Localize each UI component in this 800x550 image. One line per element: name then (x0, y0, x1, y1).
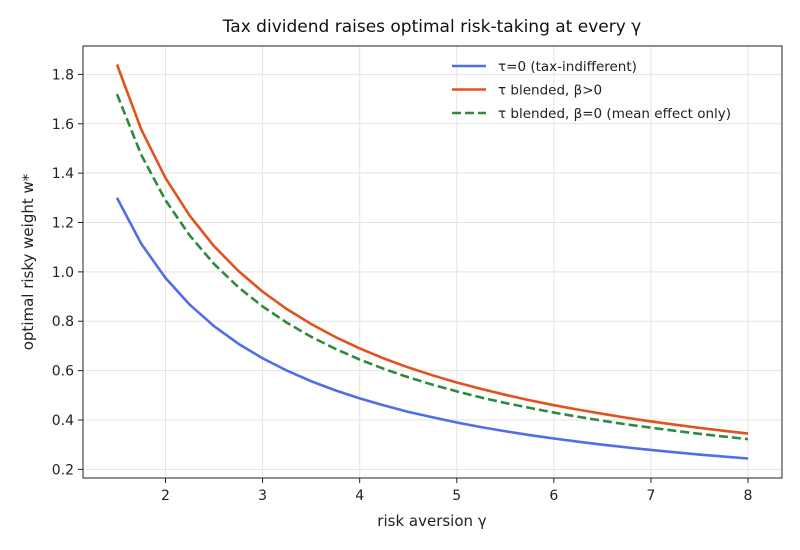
series-layer (115, 64, 749, 460)
y-tick-label: 1.6 (52, 117, 74, 133)
legend-label-1: τ=0 (tax-indifferent) (498, 59, 637, 75)
y-tick-label: 1.4 (52, 166, 74, 182)
x-axis: 2 3 4 5 6 7 8 (161, 478, 752, 504)
chart-title: Tax dividend raises optimal risk-taking … (222, 17, 642, 37)
y-axis-label: optimal risky weight w* (19, 173, 37, 350)
y-tick-label: 1.0 (52, 265, 74, 281)
x-tick-label: 6 (549, 488, 558, 504)
y-tick-label: 1.8 (52, 67, 74, 83)
y-axis: 0.2 0.4 0.6 0.8 1.0 1.2 1.4 1.6 1.8 (52, 67, 83, 478)
series-line-1 (115, 197, 749, 460)
x-tick-label: 2 (161, 488, 170, 504)
x-tick-label: 3 (258, 488, 267, 504)
legend-label-3: τ blended, β=0 (mean effect only) (498, 106, 731, 122)
x-tick-label: 8 (744, 488, 753, 504)
y-tick-label: 0.6 (52, 364, 74, 380)
y-tick-label: 1.2 (52, 216, 74, 232)
plot-frame (82, 45, 783, 479)
legend-label-2: τ blended, β>0 (498, 83, 602, 99)
y-tick-label: 0.8 (52, 314, 74, 330)
legend: τ=0 (tax-indifferent) τ blended, β>0 τ ble… (452, 59, 731, 122)
x-tick-label: 5 (452, 488, 461, 504)
grid-lines (83, 46, 782, 478)
x-tick-label: 7 (646, 488, 655, 504)
series-line-2 (115, 64, 749, 435)
x-tick-label: 4 (355, 488, 364, 504)
series-line-3 (115, 93, 749, 441)
y-tick-label: 0.2 (52, 462, 74, 478)
x-axis-label: risk aversion γ (377, 512, 487, 530)
y-tick-label: 0.4 (52, 413, 74, 429)
